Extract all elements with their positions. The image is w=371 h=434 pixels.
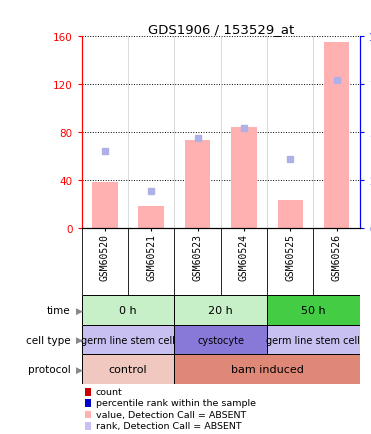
Text: ▶: ▶ [76, 335, 83, 344]
Text: percentile rank within the sample: percentile rank within the sample [96, 398, 256, 407]
Bar [138, 207, 164, 228]
Title: GDS1906 / 153529_at: GDS1906 / 153529_at [148, 23, 294, 36]
Text: cystocyte: cystocyte [197, 335, 244, 345]
Text: GSM60520: GSM60520 [100, 233, 110, 280]
Bar [278, 201, 303, 228]
Text: ▶: ▶ [76, 306, 83, 315]
Text: germ line stem cell: germ line stem cell [81, 335, 175, 345]
Text: ▶: ▶ [76, 365, 83, 374]
Text: 0 h: 0 h [119, 306, 137, 315]
Bar [185, 141, 210, 228]
Text: control: control [109, 365, 147, 374]
Text: 20 h: 20 h [209, 306, 233, 315]
Bar [231, 128, 257, 228]
Text: cell type: cell type [26, 335, 70, 345]
Bar [267, 325, 360, 355]
Bar [92, 183, 118, 228]
Text: count: count [96, 387, 122, 396]
Text: value, Detection Call = ABSENT: value, Detection Call = ABSENT [96, 410, 246, 418]
Bar [82, 355, 174, 384]
Text: germ line stem cell: germ line stem cell [266, 335, 361, 345]
Text: 50 h: 50 h [301, 306, 326, 315]
Bar [82, 296, 174, 325]
Bar [267, 296, 360, 325]
Bar [174, 325, 267, 355]
Text: protocol: protocol [28, 365, 70, 374]
Text: time: time [47, 306, 70, 315]
Bar [174, 296, 267, 325]
Text: GSM60523: GSM60523 [193, 233, 203, 280]
Text: GSM60525: GSM60525 [285, 233, 295, 280]
Text: GSM60521: GSM60521 [146, 233, 156, 280]
Text: GSM60524: GSM60524 [239, 233, 249, 280]
Bar [174, 355, 360, 384]
Text: bam induced: bam induced [231, 365, 303, 374]
Bar [324, 43, 349, 228]
Text: GSM60526: GSM60526 [332, 233, 342, 280]
Text: rank, Detection Call = ABSENT: rank, Detection Call = ABSENT [96, 421, 242, 430]
Bar [82, 325, 174, 355]
